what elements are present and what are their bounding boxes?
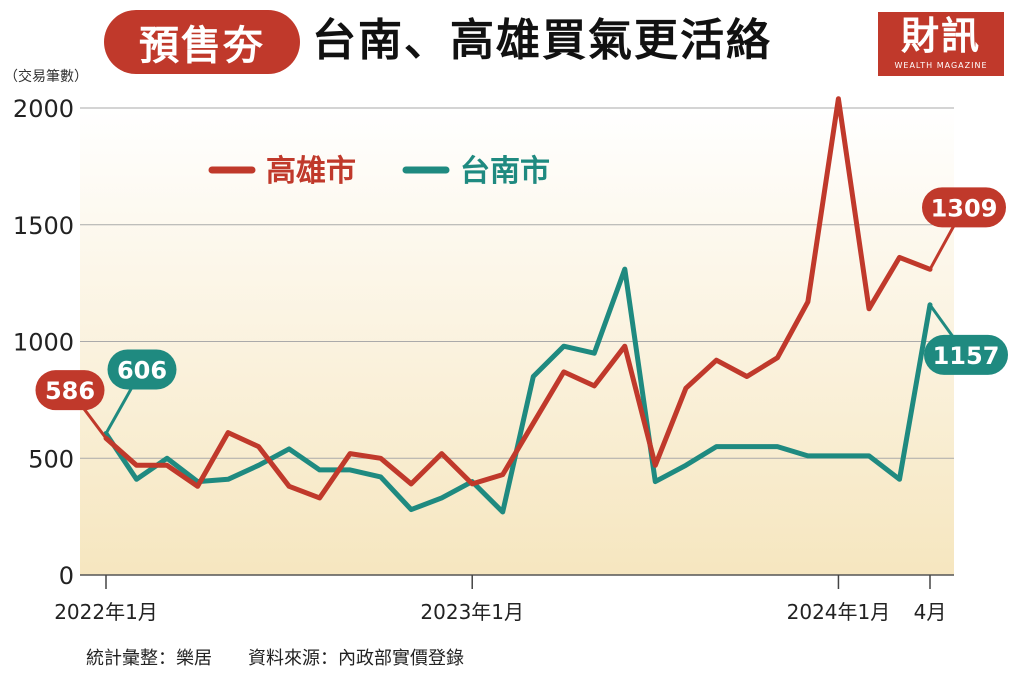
callout-bubble bbox=[924, 334, 1008, 375]
x-tick-label: 2024年1月 bbox=[787, 600, 891, 624]
callout-bubble bbox=[107, 349, 177, 390]
data-label: 586 bbox=[45, 377, 95, 405]
legend: 高雄市 台南市 bbox=[208, 154, 550, 189]
data-callouts: 586 1309 606 1157 bbox=[35, 187, 1008, 440]
logo-sub-text: WEALTH MAGAZINE bbox=[894, 61, 988, 70]
data-label: 1309 bbox=[931, 194, 998, 222]
page-title: 台南、高雄買氣更活絡 bbox=[312, 15, 772, 66]
data-label: 1157 bbox=[933, 342, 1000, 370]
x-axis: 2022年1月 2023年1月 2024年1月 4月 bbox=[54, 575, 946, 624]
y-tick-0: 0 bbox=[59, 562, 74, 590]
y-tick-1000: 1000 bbox=[13, 329, 74, 357]
y-tick-labels: 0 500 1000 1500 2000 bbox=[13, 95, 74, 590]
magazine-logo: 財訊 WEALTH MAGAZINE bbox=[878, 12, 1004, 76]
legend-label: 高雄市 bbox=[266, 154, 356, 189]
source-note: 統計彙整：樂居 資料來源：內政部實價登錄 bbox=[86, 648, 464, 669]
legend-label: 台南市 bbox=[460, 154, 550, 189]
y-tick-500: 500 bbox=[28, 445, 74, 473]
x-tick-label: 2023年1月 bbox=[420, 600, 524, 624]
x-tick-label: 2022年1月 bbox=[54, 600, 158, 624]
y-tick-2000: 2000 bbox=[13, 95, 74, 123]
x-tick-label: 4月 bbox=[914, 600, 947, 624]
callout-bubble bbox=[922, 187, 1006, 228]
series-lines bbox=[103, 96, 933, 515]
y-axis-unit-label: （交易筆數） bbox=[4, 69, 88, 85]
y-tick-1500: 1500 bbox=[13, 212, 74, 240]
callout-bubble bbox=[35, 370, 105, 411]
logo-main-text: 財訊 bbox=[900, 14, 981, 58]
title-tag: 預售夯 bbox=[104, 10, 300, 74]
series-line-kaohsiung bbox=[103, 96, 933, 501]
data-label: 606 bbox=[117, 356, 167, 384]
